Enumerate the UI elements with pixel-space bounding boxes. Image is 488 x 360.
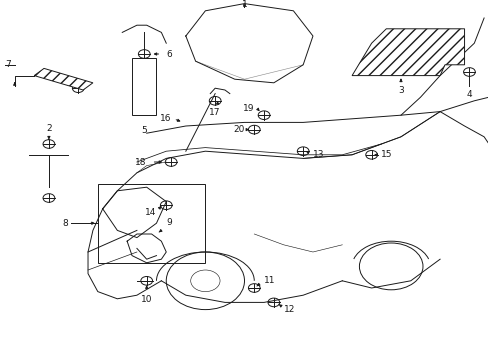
- Text: 17: 17: [209, 108, 221, 117]
- Text: 5: 5: [141, 126, 147, 135]
- Polygon shape: [34, 68, 93, 90]
- Text: 16: 16: [159, 114, 171, 123]
- Text: 13: 13: [312, 150, 324, 159]
- Text: 14: 14: [145, 208, 156, 217]
- Text: 12: 12: [283, 305, 294, 314]
- Polygon shape: [351, 29, 464, 76]
- Text: 4: 4: [466, 90, 471, 99]
- Text: 2: 2: [46, 124, 52, 133]
- Text: 11: 11: [264, 276, 275, 285]
- Bar: [132, 58, 156, 115]
- Text: 15: 15: [381, 150, 392, 159]
- Text: 10: 10: [141, 295, 152, 304]
- Text: 6: 6: [166, 50, 172, 59]
- Text: 8: 8: [62, 219, 68, 228]
- Text: 9: 9: [166, 218, 172, 227]
- Bar: [98, 184, 205, 263]
- Text: 20: 20: [233, 125, 244, 134]
- Text: 18: 18: [135, 158, 146, 166]
- Text: 1: 1: [241, 0, 247, 9]
- Text: 19: 19: [242, 104, 254, 112]
- Text: 7: 7: [5, 60, 11, 69]
- Text: 3: 3: [397, 86, 403, 95]
